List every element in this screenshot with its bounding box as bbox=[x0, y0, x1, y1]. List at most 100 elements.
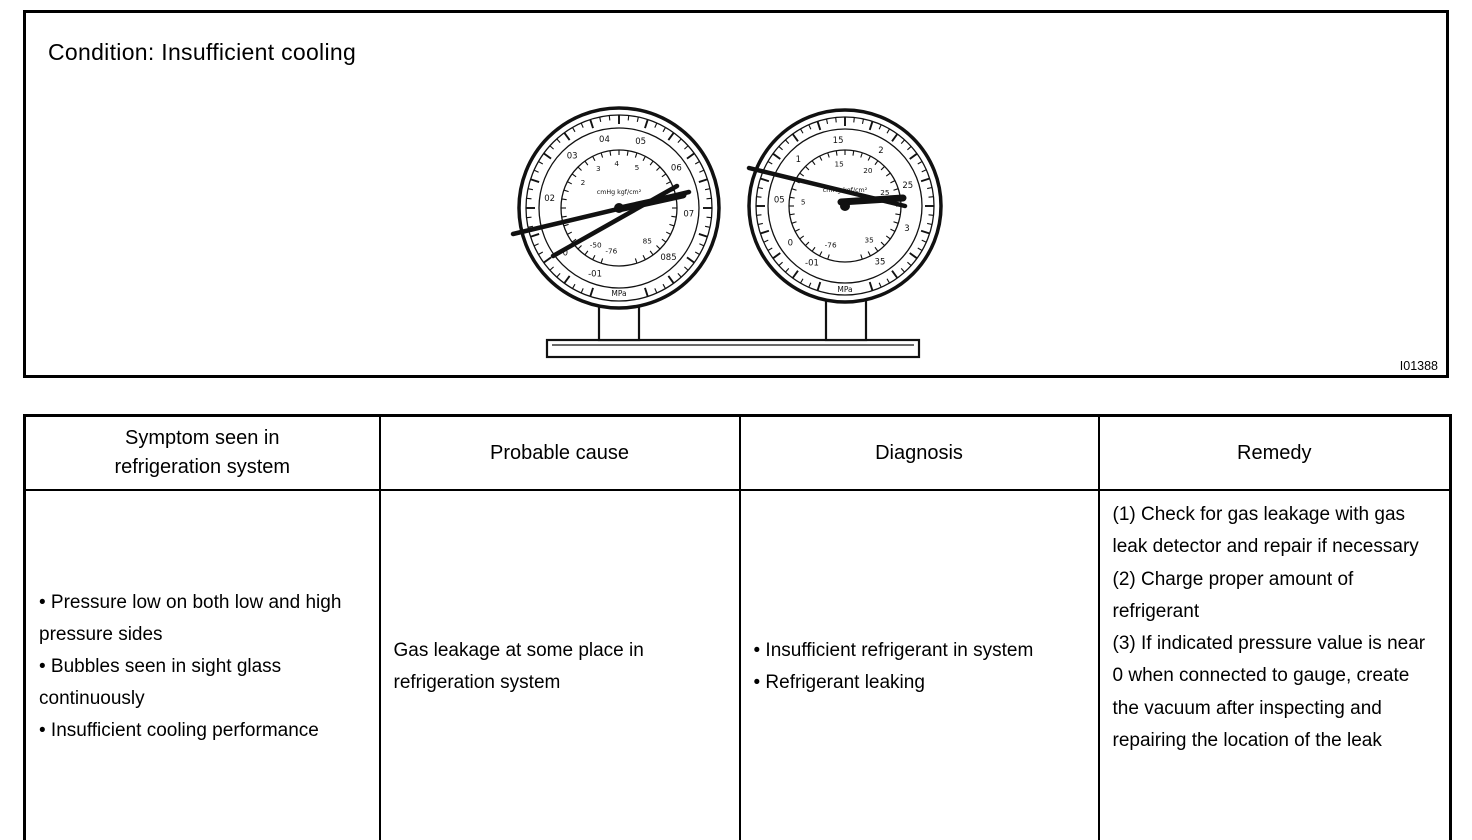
gauge-tick bbox=[706, 197, 712, 200]
gauge-tick bbox=[756, 214, 762, 216]
dial-label: 05 bbox=[635, 137, 646, 147]
remedy-step: (2) Charge proper amount of refrigerant bbox=[1112, 568, 1354, 622]
gauge-tick bbox=[589, 119, 594, 129]
gauge-tick bbox=[661, 173, 667, 178]
gauge-tick bbox=[928, 214, 934, 216]
gauge-tick bbox=[580, 122, 584, 128]
gauge-tick bbox=[556, 138, 561, 143]
gauge-tick bbox=[835, 150, 838, 156]
gauge-tick bbox=[827, 254, 830, 260]
dial-label: 35 bbox=[864, 235, 873, 244]
gauge-tick bbox=[543, 152, 552, 160]
dial-label: 4 bbox=[614, 159, 619, 168]
gauge-tick bbox=[636, 116, 639, 123]
gauge-tick bbox=[543, 256, 552, 264]
gauge-tick bbox=[556, 273, 561, 278]
gauge-tick bbox=[921, 169, 927, 173]
gauge-tick bbox=[799, 172, 805, 177]
gauge-hub bbox=[840, 201, 850, 211]
gauge-tick bbox=[538, 161, 544, 165]
dial-label: 05 bbox=[774, 196, 785, 206]
dial-label: 25 bbox=[880, 188, 889, 197]
gauge-tick bbox=[656, 166, 661, 171]
gauge-tick bbox=[699, 243, 705, 247]
dial-label: 5 bbox=[801, 197, 806, 206]
gauge-tick bbox=[526, 216, 532, 219]
gauge-tick bbox=[853, 117, 855, 123]
gauge-tick bbox=[805, 241, 810, 246]
gauge-tick bbox=[589, 287, 594, 297]
diagnosis-item: • Insufficient refrigerant in system bbox=[753, 640, 1034, 662]
gauge-tick bbox=[917, 247, 923, 251]
dial-label: 03 bbox=[567, 151, 578, 161]
dial-label: 35 bbox=[875, 257, 886, 267]
gauge-tick bbox=[644, 119, 649, 129]
gauge-tick bbox=[706, 216, 712, 219]
gauge-tick bbox=[819, 155, 823, 161]
gauge-tick bbox=[800, 278, 804, 284]
gauge-tick bbox=[686, 152, 695, 160]
condition-title: Condition: Insufficient cooling bbox=[48, 39, 357, 65]
gauge-tick bbox=[677, 138, 682, 143]
gauge-tick bbox=[805, 166, 810, 171]
gauge-tick bbox=[772, 152, 781, 160]
gauge-stem-left bbox=[597, 302, 641, 342]
gauge-needle bbox=[615, 191, 687, 213]
gauge-tick bbox=[791, 221, 797, 224]
gauge-tick bbox=[860, 254, 863, 260]
gauge-ticks bbox=[756, 117, 934, 291]
gauge-tick bbox=[592, 254, 596, 260]
symptom-cell: • Pressure low on both low and high pres… bbox=[23, 489, 381, 840]
gauge-needle bbox=[837, 194, 907, 206]
gauge-tick bbox=[684, 145, 689, 150]
gauge-tick bbox=[890, 228, 896, 232]
gauge-tick bbox=[526, 197, 532, 200]
gauge-tick bbox=[794, 228, 800, 232]
dial-label: -76 bbox=[825, 240, 837, 249]
gauge-tick bbox=[827, 152, 830, 158]
dial-label: 85 bbox=[643, 237, 652, 246]
gauge-tick bbox=[816, 281, 822, 291]
col-header-remedy: Remedy bbox=[1097, 414, 1452, 491]
gauge-tick bbox=[907, 261, 912, 266]
gauge-tick bbox=[649, 250, 654, 256]
gauge-tick bbox=[662, 127, 666, 133]
gauge-tick bbox=[665, 231, 671, 235]
gauge-tick bbox=[895, 213, 901, 216]
gauge-tick bbox=[891, 133, 899, 142]
dial-label: -01 bbox=[588, 269, 602, 279]
dial-label: 1 bbox=[796, 155, 801, 165]
gauge-tick bbox=[789, 213, 795, 216]
dial-label: 0 bbox=[788, 238, 793, 248]
remedy-step: (3) If indicated pressure value is near … bbox=[1112, 633, 1426, 752]
gauge-tick bbox=[662, 283, 666, 289]
gauge-tick bbox=[572, 127, 576, 133]
table-header-row: Symptom seen in refrigeration system Pro… bbox=[23, 414, 1452, 491]
gauge-ticks bbox=[526, 115, 712, 297]
gauge-tick bbox=[563, 189, 569, 193]
diagnosis-item: • Refrigerant leaking bbox=[753, 672, 925, 693]
gauge-tick bbox=[699, 169, 705, 173]
gauge-tick bbox=[530, 178, 540, 183]
gauge-tick bbox=[835, 117, 837, 123]
gauge-tick bbox=[704, 225, 711, 228]
gauge-tick bbox=[886, 128, 890, 134]
dial-label: -76 bbox=[605, 246, 617, 255]
gauge-tick bbox=[808, 282, 812, 288]
gauge-tick bbox=[860, 152, 863, 158]
dial-label: 3 bbox=[596, 164, 601, 173]
gauge-tick bbox=[563, 223, 569, 227]
gauge-tick bbox=[760, 229, 770, 235]
gauge-tick bbox=[571, 238, 577, 243]
gauge-tick bbox=[580, 288, 584, 294]
gauge-tick bbox=[861, 118, 865, 124]
gauge-tick bbox=[878, 282, 882, 288]
dial-label: 15 bbox=[833, 136, 844, 146]
remedy-cell: (1) Check for gas leakage with gas leak … bbox=[1097, 489, 1452, 840]
gauge-tick bbox=[763, 239, 769, 243]
figure-id: I01388 bbox=[1399, 359, 1438, 373]
gauge-tick bbox=[563, 275, 571, 284]
gauge-tick bbox=[584, 160, 589, 166]
